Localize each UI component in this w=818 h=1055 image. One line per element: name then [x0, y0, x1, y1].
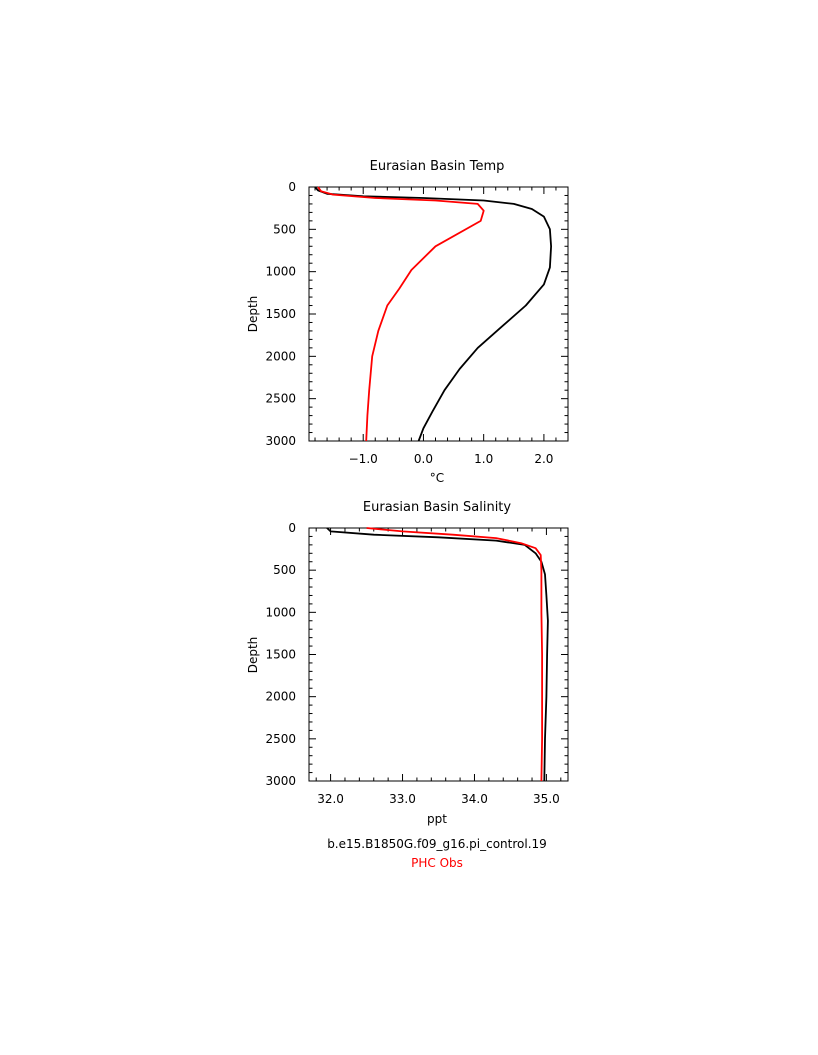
salinity-xtick-label: 34.0: [461, 792, 488, 806]
salinity-ytick-label: 1500: [265, 648, 296, 662]
salinity-xtick-label: 35.0: [533, 792, 560, 806]
salinity-xlabel: ppt: [427, 812, 447, 826]
temperature-xtick-label: 0.0: [414, 452, 433, 466]
temperature-xlabel: °C: [430, 471, 444, 485]
salinity-ytick-label: 2000: [265, 690, 296, 704]
temperature-series-model-line: [314, 186, 552, 442]
salinity-panel: Eurasian Basin Salinity 0 500 1000 1500 2000…: [246, 500, 569, 826]
salinity-xtick-label: 33.0: [389, 792, 416, 806]
salinity-curves: [326, 527, 549, 782]
salinity-ytick-label: 2500: [265, 732, 296, 746]
salinity-series-model-line: [326, 527, 549, 782]
temperature-series-obs-line: [317, 186, 485, 442]
temperature-ytick-label: 0: [288, 180, 296, 194]
salinity-title: Eurasian Basin Salinity: [363, 500, 512, 515]
temperature-ytick-label: 3000: [265, 434, 296, 448]
salinity-ytick-label: 1000: [265, 605, 296, 619]
temperature-ytick-label: 2500: [265, 392, 296, 406]
temperature-ytick-label: 500: [273, 222, 296, 236]
temperature-xtick-label: 2.0: [534, 452, 553, 466]
temperature-ytick-label: 1000: [265, 265, 296, 279]
temperature-panel: Eurasian Basin Temp 0 500 1000 1500 2000 2500…: [246, 159, 569, 485]
salinity-ytick-label: 0: [288, 521, 296, 535]
legend-obs-label: PHC Obs: [411, 856, 463, 870]
temperature-ytick-label: 1500: [265, 307, 296, 321]
temperature-ytick-label: 2000: [265, 349, 296, 363]
temperature-ticks: 0 500 1000 1500 2000 2500 3000 −1.0 0.0 1.0 2.0: [265, 180, 569, 466]
salinity-xtick-label: 32.0: [317, 792, 344, 806]
salinity-ticks: 0 500 1000 1500 2000 2500 3000 32.0 33.0 34.0 35.0: [265, 521, 568, 806]
temperature-curves: [314, 186, 552, 442]
salinity-plot-frame: [308, 527, 569, 782]
temperature-xtick-label: 1.0: [474, 452, 493, 466]
salinity-ytick-label: 3000: [265, 774, 296, 788]
temperature-ylabel: Depth: [246, 296, 260, 333]
salinity-series-obs-line: [366, 527, 543, 782]
legend-case-name: b.e15.B1850G.f09_g16.pi_control.19: [327, 837, 547, 851]
salinity-ylabel: Depth: [246, 637, 260, 674]
temperature-xtick-label: −1.0: [349, 452, 378, 466]
salinity-ytick-label: 500: [273, 563, 296, 577]
temperature-title: Eurasian Basin Temp: [370, 159, 505, 174]
temperature-plot-frame: [308, 186, 569, 442]
